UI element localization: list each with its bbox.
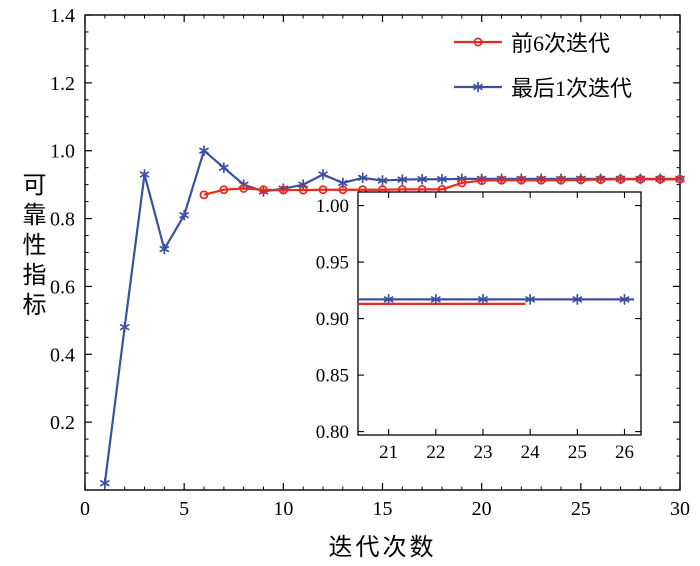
svg-text:30: 30 xyxy=(670,498,690,520)
svg-text:1.00: 1.00 xyxy=(316,196,349,217)
legend-entry-last1: 最后1次迭代 xyxy=(452,71,632,103)
svg-text:26: 26 xyxy=(615,442,634,463)
svg-text:24: 24 xyxy=(521,442,541,463)
svg-text:1.2: 1.2 xyxy=(50,73,75,95)
svg-text:22: 22 xyxy=(426,442,445,463)
svg-text:0.95: 0.95 xyxy=(316,253,349,274)
svg-text:1.0: 1.0 xyxy=(50,141,75,163)
svg-text:20: 20 xyxy=(472,498,492,520)
svg-text:25: 25 xyxy=(571,498,591,520)
red-circle-line-swatch-icon xyxy=(454,37,502,47)
svg-text:25: 25 xyxy=(568,442,587,463)
svg-text:0.8: 0.8 xyxy=(50,209,75,231)
svg-text:0.80: 0.80 xyxy=(316,422,349,443)
svg-text:1.4: 1.4 xyxy=(50,5,75,27)
x-axis-label: 迭代次数 xyxy=(328,535,437,561)
svg-text:0.90: 0.90 xyxy=(316,309,349,330)
svg-text:23: 23 xyxy=(473,442,492,463)
svg-text:21: 21 xyxy=(379,442,398,463)
svg-text:0.85: 0.85 xyxy=(316,366,349,387)
legend: 前6次迭代 最后1次迭代 xyxy=(452,26,632,103)
svg-text:0.6: 0.6 xyxy=(50,276,75,298)
svg-text:0: 0 xyxy=(80,498,90,520)
svg-text:5: 5 xyxy=(179,498,189,520)
legend-label-last1: 最后1次迭代 xyxy=(511,76,633,101)
y-axis-label: 可靠性指标 xyxy=(18,172,44,322)
legend-label-first6: 前6次迭代 xyxy=(511,31,611,56)
svg-text:15: 15 xyxy=(373,498,393,520)
svg-text:0.2: 0.2 xyxy=(50,412,75,434)
blue-asterisk-line-swatch-icon xyxy=(454,81,502,93)
svg-text:10: 10 xyxy=(273,498,293,520)
svg-text:0.4: 0.4 xyxy=(50,344,75,366)
legend-entry-first6: 前6次迭代 xyxy=(452,26,632,58)
